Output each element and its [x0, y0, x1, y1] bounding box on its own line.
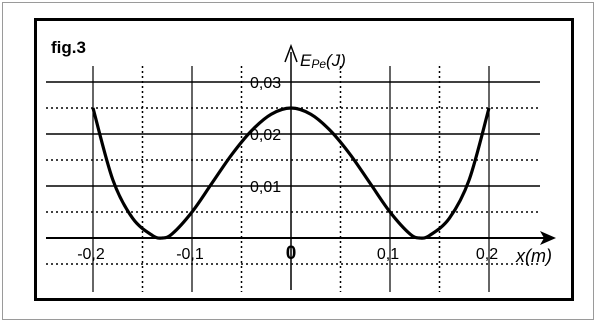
grid-solid-lines	[46, 66, 540, 292]
energy-curve	[91, 106, 491, 240]
x-tick-label-1: -0,1	[176, 246, 204, 263]
y-tick-label-0: 0,01	[250, 179, 281, 196]
chart-frame	[34, 18, 574, 301]
y-tick-label-2: 0,03	[250, 75, 281, 92]
x-axis-arrow	[540, 231, 556, 245]
figure-label: fig.3	[51, 38, 86, 57]
x-tick-label-4: 0,2	[476, 246, 498, 263]
y-tick-label-1: 0,02	[250, 127, 281, 144]
x-tick-label-3: 0,1	[377, 246, 399, 263]
tick-labels: -0,2 -0,1 0 0,1 0,2 0,01 0,02 0,03	[77, 75, 498, 264]
outer-frame	[2, 2, 594, 320]
y-axis-label-unit: (J)	[326, 51, 346, 70]
y-axis-label-sub: Pe	[311, 57, 326, 71]
y-axis-label: EPe(J)	[300, 51, 346, 71]
x-tick-label-0: -0,2	[77, 246, 105, 263]
axes	[46, 43, 556, 290]
y-axis-label-main: E	[300, 51, 312, 70]
y-axis-arrow	[284, 43, 298, 63]
curve-layer	[91, 106, 491, 240]
x-tick-label-2: 0	[286, 243, 297, 264]
x-axis-label: x(m)	[515, 246, 552, 266]
